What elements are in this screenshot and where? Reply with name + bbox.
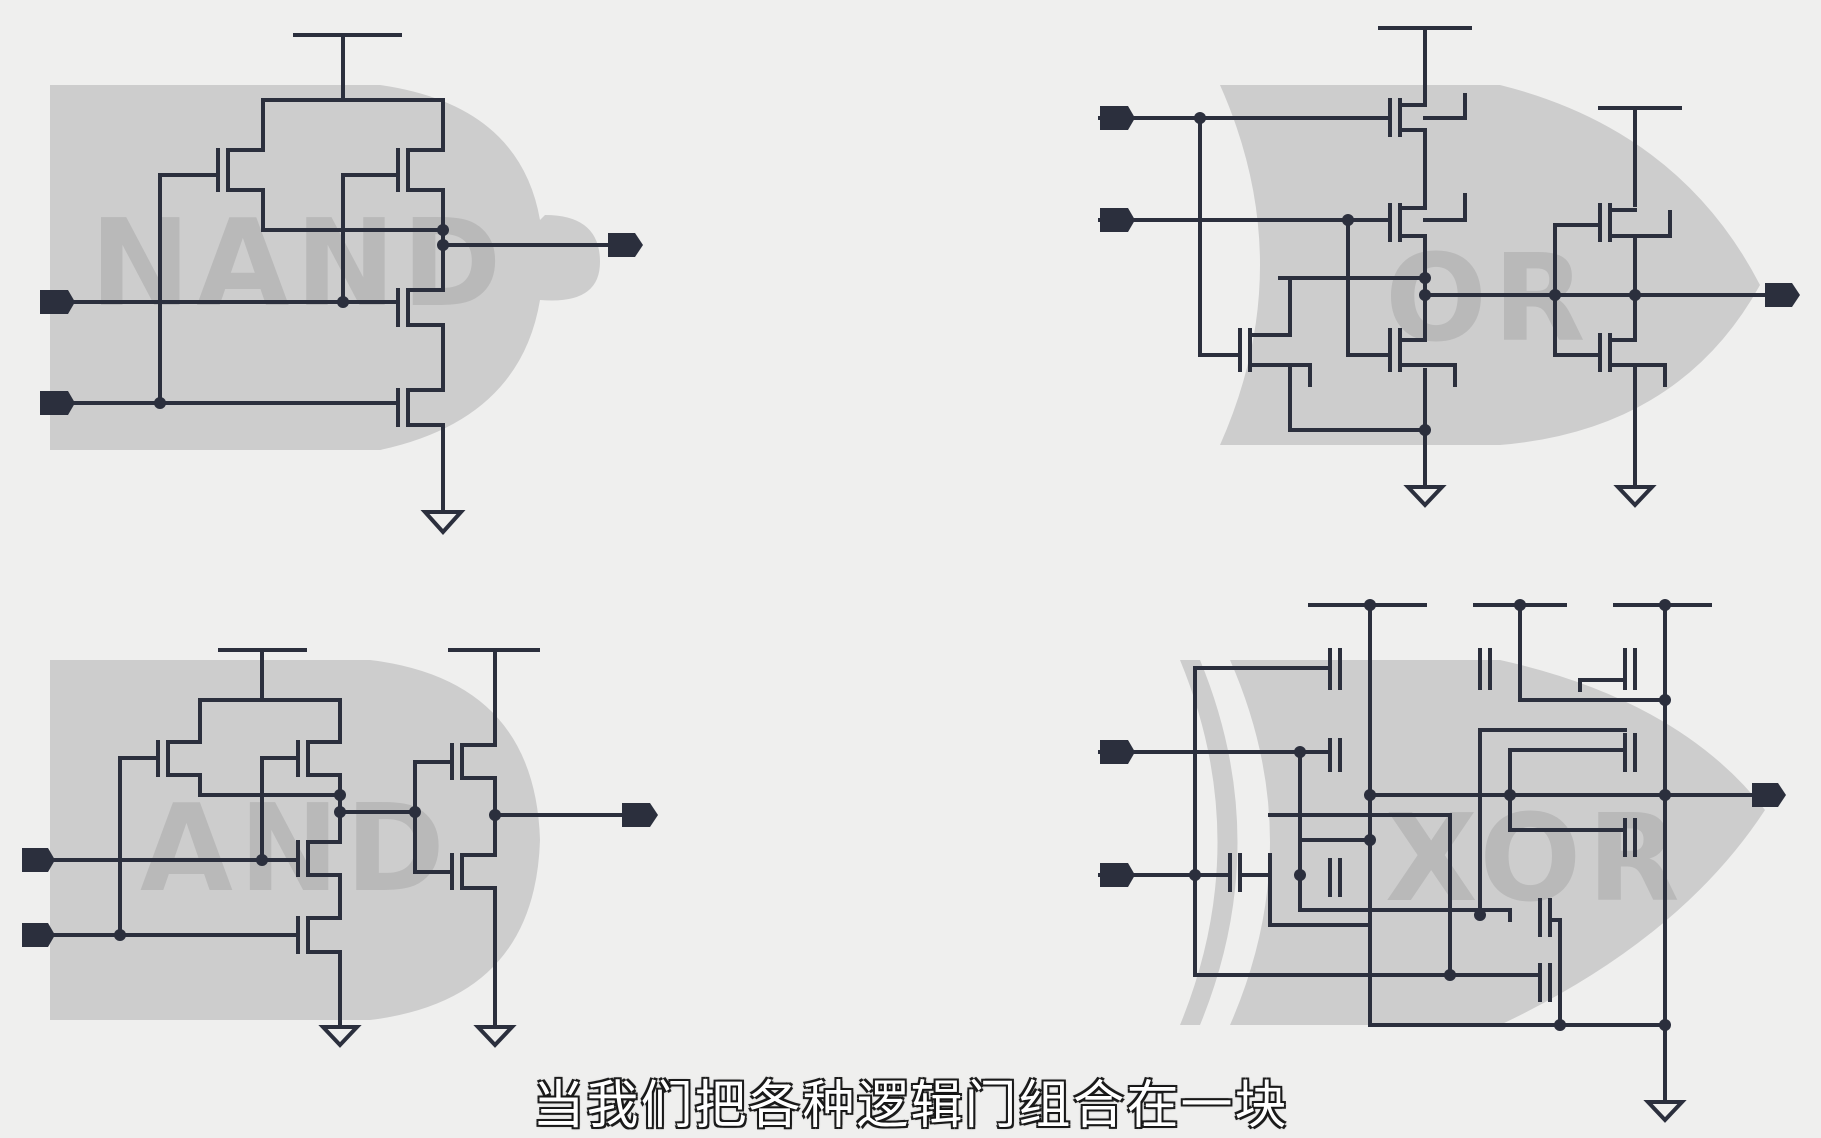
or-transistor-network	[1098, 26, 1767, 508]
or-input-b-terminal	[1100, 208, 1135, 232]
and-input-b-terminal	[22, 923, 55, 947]
video-subtitle: 当我们把各种逻辑门组合在一块	[532, 1076, 1289, 1136]
nand-output-terminal	[608, 233, 643, 257]
xor-gate-diagram: XOR	[1098, 599, 1786, 1123]
or-output-terminal	[1765, 283, 1800, 307]
and-gate-shape	[50, 660, 540, 1020]
xor-gate-back-curve	[1180, 660, 1238, 1025]
or-gate-diagram: OR	[1098, 26, 1800, 508]
nand-input-a-terminal	[40, 290, 75, 314]
xor-transistor-network	[1098, 599, 1767, 1123]
xor-input-a-terminal	[1100, 740, 1135, 764]
and-output-terminal	[622, 803, 658, 827]
nand-gate-diagram: NAND	[40, 33, 643, 535]
nand-input-b-terminal	[40, 391, 75, 415]
xor-output-terminal	[1752, 783, 1786, 807]
or-input-a-terminal	[1100, 106, 1135, 130]
and-transistor-network	[33, 648, 627, 1048]
nand-transistor-network	[58, 33, 612, 535]
xor-gate-shape	[1230, 660, 1765, 1025]
and-input-a-terminal	[22, 848, 55, 872]
or-gate-label: OR	[1385, 230, 1591, 369]
and-gate-label: AND	[140, 780, 451, 919]
and-gate-diagram: AND	[22, 648, 658, 1048]
xor-input-b-terminal	[1100, 863, 1135, 887]
